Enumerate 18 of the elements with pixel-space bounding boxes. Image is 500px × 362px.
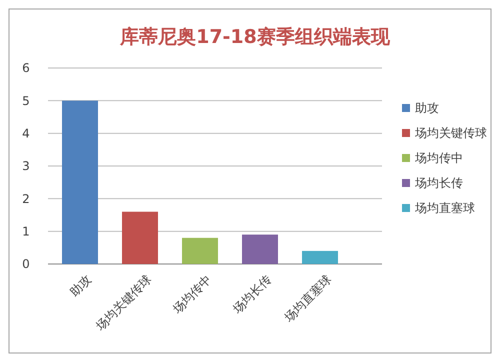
legend-label: 场均直塞球 <box>414 201 475 216</box>
y-tick-label: 6 <box>22 61 30 76</box>
y-tick-label: 1 <box>22 224 30 239</box>
y-tick-label: 2 <box>22 192 30 206</box>
chart-title: 库蒂尼奥17-18赛季组织端表现 <box>119 26 391 48</box>
legend-label: 场均传中 <box>414 151 463 166</box>
legend-label: 助攻 <box>415 101 439 116</box>
legend-label: 场均长传 <box>414 176 463 190</box>
y-tick-label: 3 <box>22 159 30 174</box>
x-tick-label: 助攻 <box>67 272 94 300</box>
x-tick-label: 场均关键传球 <box>92 272 154 334</box>
y-tick-label: 4 <box>22 126 30 141</box>
y-tick-label: 5 <box>22 94 30 108</box>
y-tick-label: 0 <box>22 257 30 272</box>
x-tick-label: 场均传中 <box>170 272 214 317</box>
legend-label: 场均关键传球 <box>414 126 487 140</box>
x-tick-label: 场均长传 <box>230 272 274 317</box>
x-tick-label: 场均直塞球 <box>281 272 334 326</box>
